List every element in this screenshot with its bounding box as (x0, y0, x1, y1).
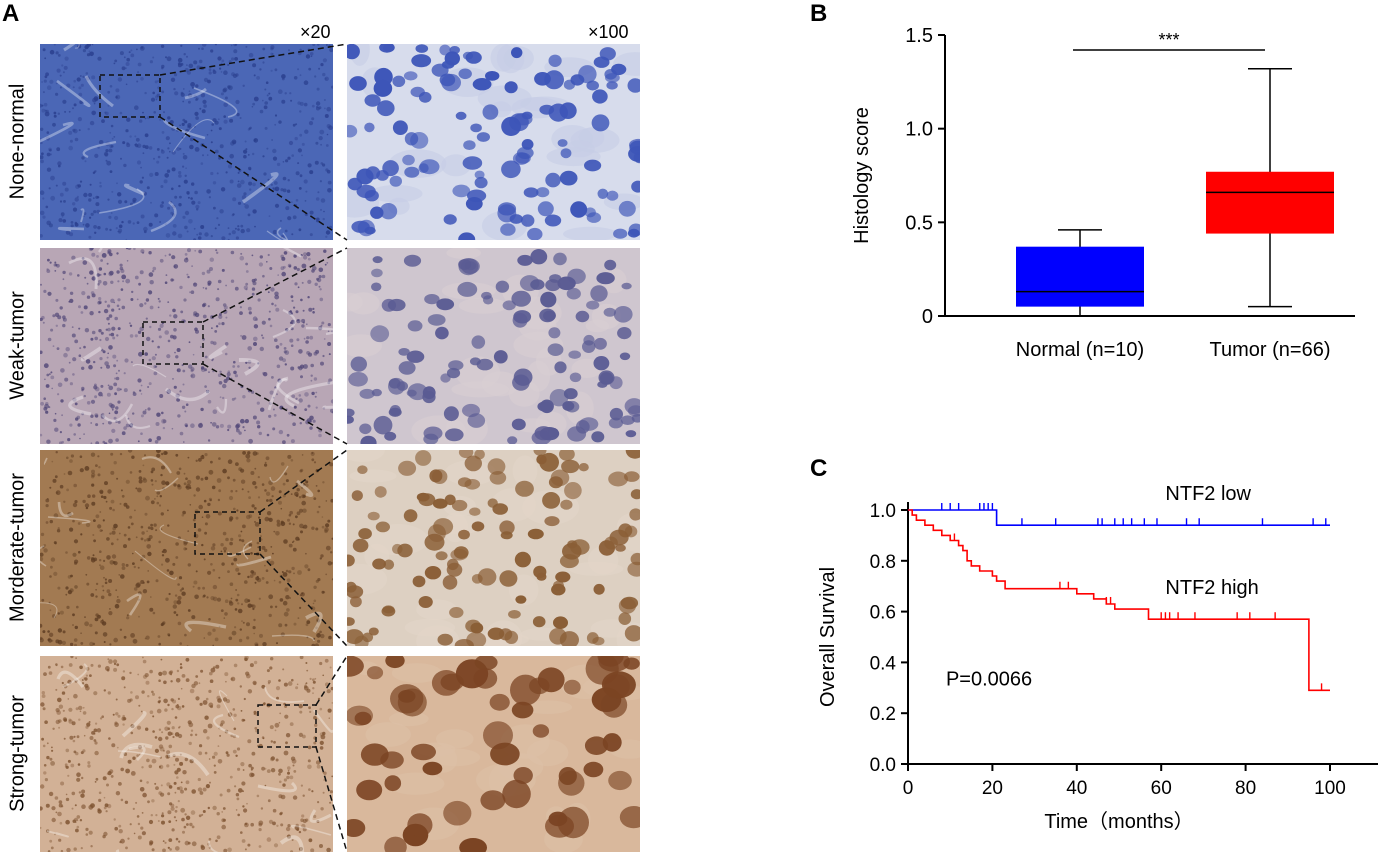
y-tick-label: 0 (922, 306, 933, 328)
zoom-connector-lines (99, 43, 348, 852)
panel-b-label: B (810, 0, 828, 27)
zoom-connector-bottom (159, 116, 348, 241)
y-tick-label: 0.8 (870, 552, 896, 573)
x-tick-label: 0 (903, 778, 914, 799)
micrograph-high-magnification (347, 450, 640, 646)
x-tick-label: 100 (1314, 778, 1346, 799)
box-iqr (1206, 171, 1334, 234)
y-tick-label: 0.4 (870, 653, 897, 674)
box-iqr (1016, 246, 1144, 307)
zoom-connector-top (159, 43, 348, 76)
zoom-connector-bottom (202, 363, 348, 445)
micrograph-low-magnification (40, 656, 333, 852)
series-label-low: NTF2 low (1165, 483, 1251, 505)
zoom-connector-top (315, 655, 348, 706)
y-tick-label: 1.5 (905, 25, 933, 47)
y-tick-label: 0.0 (870, 755, 896, 776)
survival-curve-chart: 0.0 0.2 0.4 0.6 0.8 1.0 0 20 40 60 80 100 Time（month… (817, 483, 1378, 833)
zoom-region-box (257, 704, 317, 748)
y-tick-label: 0.2 (870, 704, 896, 725)
y-axis-label: Overall Survival (817, 567, 839, 707)
x-tick-label: 60 (1151, 778, 1172, 799)
magnification-high-label: ×100 (588, 22, 629, 42)
group-label: Tumor (n=66) (1210, 339, 1331, 361)
y-tick-label: 0.6 (870, 603, 896, 624)
zoom-region-box (142, 321, 204, 365)
series-label-high: NTF2 high (1165, 577, 1258, 599)
x-tick-label: 80 (1235, 778, 1256, 799)
zoom-connector-top (259, 449, 348, 513)
survival-curve-high (908, 509, 1330, 692)
group-label: Normal (n=10) (1016, 339, 1144, 361)
zoom-connector-bottom (315, 746, 348, 852)
p-value-annotation: P=0.0066 (946, 668, 1032, 690)
y-tick-label: 1.0 (905, 119, 933, 141)
zoom-connector-bottom (259, 553, 348, 647)
y-tick-label: 0.5 (905, 212, 933, 234)
zoom-region-box (194, 511, 261, 555)
zoom-connector-top (202, 247, 348, 323)
x-tick-label: 20 (982, 778, 1003, 799)
histology-boxplot: 0 0.5 1.0 1.5 Histology score Normal (n=10) Tu… (851, 25, 1355, 361)
y-axis-label: Histology score (851, 107, 873, 244)
micrograph-high-magnification (347, 248, 640, 444)
panel-c-label: C (810, 455, 828, 482)
x-tick-label: 40 (1066, 778, 1087, 799)
x-axis-label: Time（months） (1044, 810, 1193, 833)
magnification-low-label: ×20 (300, 22, 331, 42)
micrograph-low-magnification (40, 44, 333, 240)
significance-stars: *** (1158, 30, 1179, 50)
panel-a-label: A (2, 0, 20, 27)
zoom-region-box (99, 74, 161, 118)
micrograph-high-magnification (347, 656, 640, 852)
micrograph-low-magnification (40, 450, 333, 646)
micrograph-high-magnification (347, 44, 640, 240)
y-tick-label: 1.0 (870, 501, 896, 522)
survival-curve-low (908, 509, 1330, 526)
